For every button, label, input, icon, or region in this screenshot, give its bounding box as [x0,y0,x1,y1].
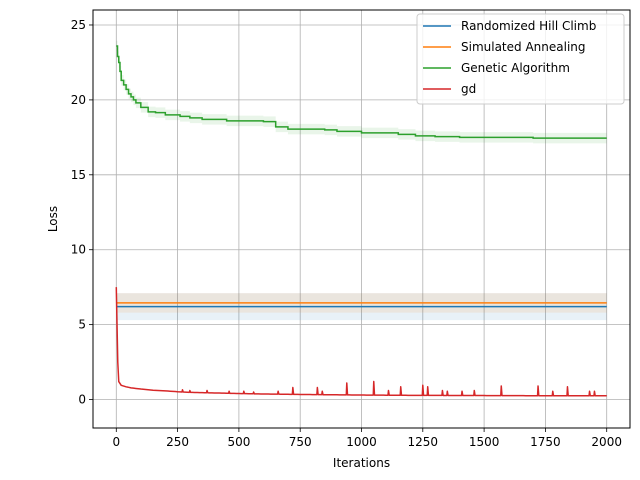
x-tick-label: 750 [289,435,312,449]
x-tick-label: 1500 [469,435,500,449]
ticks: 0 250 500 750 1000 1250 1500 1750 2000 0 5 10 15 20 25 [71,18,622,449]
y-tick-label: 25 [71,18,86,32]
series-lines [115,45,607,397]
genetic-algorithm-band [116,40,607,144]
legend-label: Randomized Hill Climb [461,19,596,33]
legend-box [416,13,625,105]
y-tick-label: 15 [71,168,86,182]
genetic-algorithm-line [116,45,607,139]
legend-label: Genetic Algorithm [461,61,570,75]
y-axis-label: Loss [46,206,60,232]
x-tick-label: 250 [166,435,189,449]
x-axis-label: Iterations [333,456,390,470]
y-tick-label: 0 [78,393,86,407]
y-tick-label: 10 [71,243,86,257]
x-tick-label: 1750 [530,435,561,449]
legend-label: gd [461,82,476,96]
legend: Randomized Hill Climb Simulated Annealing… [416,13,625,105]
legend-label: Simulated Annealing [461,40,586,54]
x-tick-label: 1250 [408,435,439,449]
x-tick-label: 1000 [346,435,377,449]
y-tick-label: 5 [78,318,86,332]
x-tick-label: 500 [227,435,250,449]
x-tick-label: 0 [112,435,120,449]
gd-line [115,287,607,397]
y-tick-label: 20 [71,93,86,107]
x-tick-label: 2000 [591,435,622,449]
